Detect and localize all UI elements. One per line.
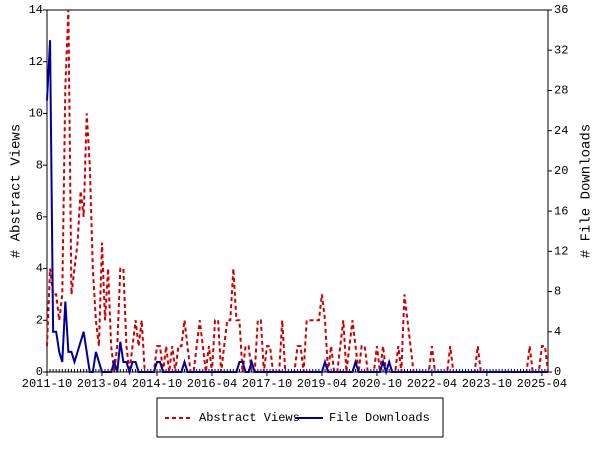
x-tick-label: 2023-10: [462, 377, 512, 391]
y2-tick-label: 16: [554, 204, 568, 218]
x-tick-label: 2011-10: [22, 377, 72, 391]
y-tick-label: 8: [36, 158, 43, 172]
x-tick-label: 2019-04: [297, 377, 347, 391]
x-tick-label: 2014-10: [132, 377, 182, 391]
y2-tick-label: 24: [554, 124, 568, 138]
y-tick-label: 0: [36, 365, 43, 379]
y-tick-label: 10: [29, 107, 43, 121]
y-tick-label: 6: [36, 210, 43, 224]
x-tick-label: 2025-04: [517, 377, 567, 391]
y2-tick-label: 0: [554, 365, 561, 379]
y-tick-label: 14: [29, 3, 43, 17]
x-tick-label: 2013-04: [77, 377, 127, 391]
y-tick-label: 2: [36, 313, 43, 327]
y-tick-label: 12: [29, 55, 43, 69]
plot-frame: [46, 9, 549, 373]
legend-label: File Downloads: [329, 411, 430, 425]
y2-tick-label: 36: [554, 3, 568, 17]
y2-tick-label: 12: [554, 245, 568, 259]
y2-tick-label: 28: [554, 84, 568, 98]
y2-tick-label: 20: [554, 164, 568, 178]
y-tick-label: 4: [36, 262, 43, 276]
y-axis-label: # Abstract Views: [9, 124, 25, 258]
x-tick-label: 2017-10: [242, 377, 292, 391]
y2-tick-label: 32: [554, 43, 568, 57]
y2-tick-label: 8: [554, 285, 561, 299]
series-line: [46, 40, 548, 376]
x-tick-label: 2016-04: [187, 377, 237, 391]
legend-label: Abstract Views: [199, 411, 300, 425]
y2-axis-label: # File Downloads: [579, 124, 595, 258]
x-tick-label: 2022-04: [407, 377, 457, 391]
series-line: [46, 9, 549, 373]
x-tick-label: 2020-10: [352, 377, 402, 391]
y2-tick-label: 4: [554, 325, 561, 339]
